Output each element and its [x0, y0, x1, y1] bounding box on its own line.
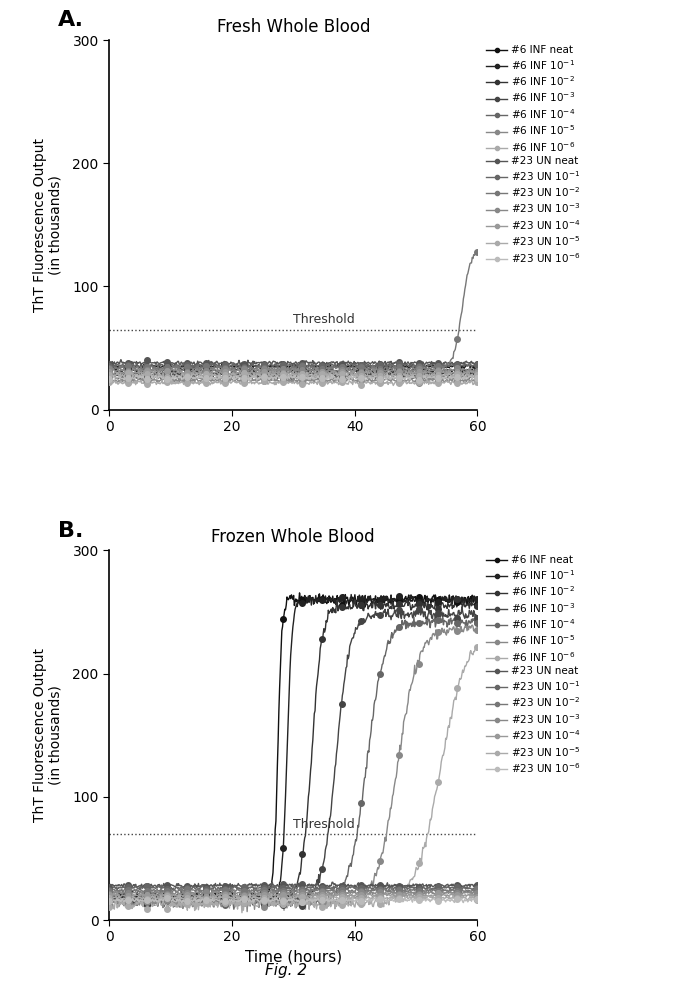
Text: B.: B.	[57, 521, 83, 541]
X-axis label: Time (hours): Time (hours)	[245, 950, 342, 965]
Legend: #6 INF neat, #6 INF 10$^{-1}$, #6 INF 10$^{-2}$, #6 INF 10$^{-3}$, #6 INF 10$^{-: #6 INF neat, #6 INF 10$^{-1}$, #6 INF 10…	[486, 45, 580, 265]
Title: Fresh Whole Blood: Fresh Whole Blood	[216, 18, 370, 36]
Text: Fig. 2: Fig. 2	[265, 963, 308, 978]
Title: Frozen Whole Blood: Frozen Whole Blood	[211, 528, 375, 546]
Text: ThT Fluorescence Output
(in thousands): ThT Fluorescence Output (in thousands)	[33, 648, 63, 822]
Text: A.: A.	[57, 10, 84, 30]
Text: Threshold: Threshold	[293, 313, 355, 326]
Text: ThT Fluorescence Output
(in thousands): ThT Fluorescence Output (in thousands)	[33, 138, 63, 312]
Legend: #6 INF neat, #6 INF 10$^{-1}$, #6 INF 10$^{-2}$, #6 INF 10$^{-3}$, #6 INF 10$^{-: #6 INF neat, #6 INF 10$^{-1}$, #6 INF 10…	[486, 555, 580, 775]
Text: Threshold: Threshold	[293, 818, 355, 831]
